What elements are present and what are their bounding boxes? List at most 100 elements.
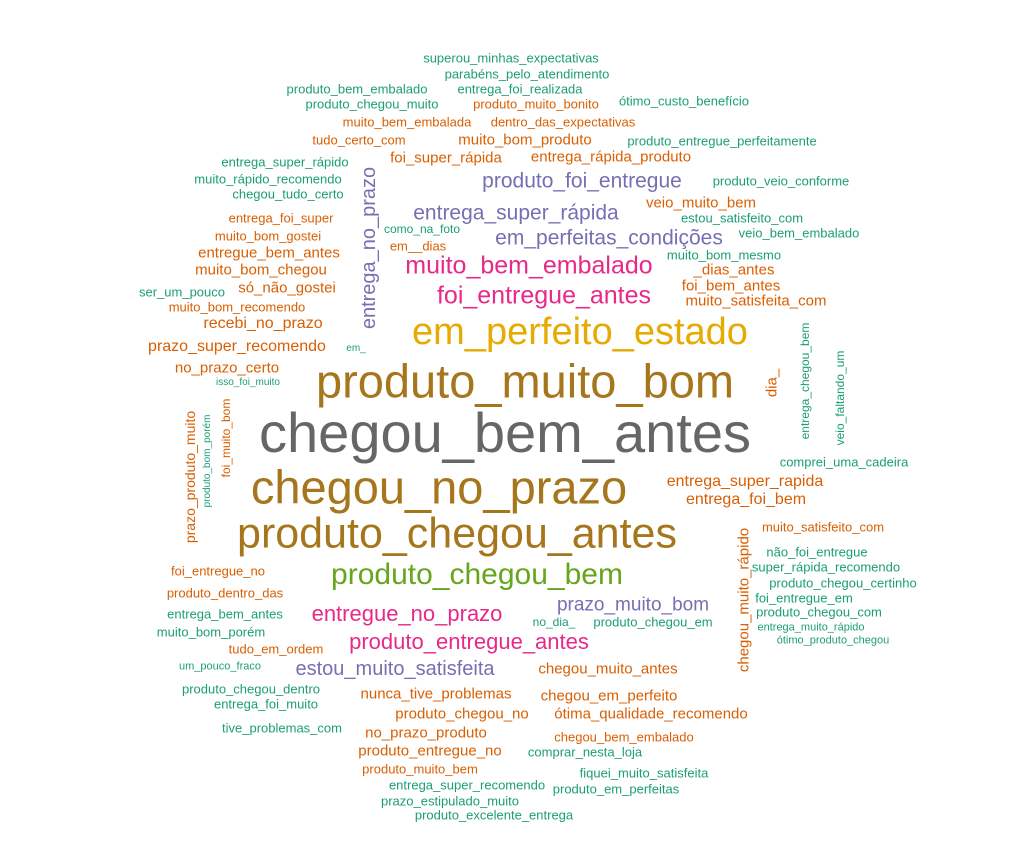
cloud-word: chegou_em_perfeito	[540, 687, 678, 705]
cloud-word: ser_um_pouco	[139, 284, 225, 300]
cloud-word: recebi_no_prazo	[203, 315, 323, 332]
cloud-word: estou_muito_satisfeita	[295, 658, 495, 680]
cloud-word: chegou_muito_antes	[538, 660, 678, 678]
cloud-word: muito_bom_porém	[156, 624, 266, 640]
cloud-word: prazo_produto_muito	[182, 410, 198, 544]
cloud-word: muito_bom_chegou	[195, 261, 327, 279]
cloud-word: no_dia_	[532, 615, 576, 629]
cloud-word: entrega_foi_super	[228, 210, 334, 226]
cloud-word: entregue_bem_antes	[198, 244, 340, 262]
cloud-word: chegou_no_prazo	[250, 460, 628, 514]
cloud-word: muito_bom_gostei	[214, 228, 322, 244]
cloud-word: foi_entregue_em	[755, 590, 853, 606]
cloud-word: entrega_rápida_produto	[530, 148, 692, 166]
cloud-word: muito_bom_recomendo	[168, 299, 306, 315]
cloud-word: produto_chegou_bem	[331, 558, 623, 591]
cloud-word: prazo_estipulado_muito	[380, 793, 520, 809]
cloud-word: entrega_foi_muito	[213, 696, 319, 712]
cloud-word: foi_entregue_no	[171, 563, 265, 579]
cloud-word: entrega_foi_realizada	[457, 81, 583, 97]
cloud-word: dia_	[763, 368, 781, 398]
cloud-word: chegou_bem_antes	[259, 401, 751, 464]
cloud-word: foi_entregue_antes	[436, 281, 652, 310]
cloud-word: produto_chegou_antes	[237, 509, 677, 558]
cloud-word: produto_chegou_certinho	[769, 575, 917, 591]
cloud-word: no_prazo_produto	[365, 724, 487, 742]
cloud-word: só_não_gostei	[238, 279, 336, 297]
cloud-word: chegou_muito_rápido	[735, 527, 753, 673]
cloud-word: ótimo_produto_chegou	[776, 634, 890, 647]
cloud-word: entrega_foi_bem	[685, 491, 807, 508]
cloud-word: chegou_tudo_certo	[232, 186, 344, 202]
cloud-word: entrega_super_recomendo	[388, 777, 546, 793]
cloud-word: um_pouco_fraco	[179, 660, 261, 673]
cloud-word: como_na_foto	[383, 222, 461, 236]
cloud-word: produto_muito_bom	[315, 354, 735, 408]
cloud-word: nunca_tive_problemas	[360, 685, 512, 703]
cloud-word: produto_chegou_com	[756, 604, 882, 620]
cloud-word: entrega_chegou_bem	[798, 322, 812, 440]
cloud-word: entrega_super_rápido	[221, 154, 349, 170]
cloud-word: tudo_em_ordem	[228, 641, 324, 657]
cloud-word: produto_chegou_muito	[305, 96, 439, 112]
cloud-word: em_perfeito_estado	[412, 311, 748, 353]
cloud-word: muito_bem_embalada	[342, 114, 472, 130]
cloud-word: foi_bem_antes	[681, 277, 781, 295]
cloud-word: ótimo_custo_benefício	[618, 93, 750, 109]
cloud-word: produto_bem_embalado	[286, 81, 428, 97]
cloud-word: entrega_muito_rápido	[757, 621, 865, 634]
cloud-word: produto_veio_conforme	[712, 173, 850, 189]
cloud-word: produto_foi_entregue	[482, 169, 682, 193]
cloud-word: produto_entregue_antes	[349, 629, 589, 654]
cloud-word: super_rápida_recomendo	[751, 559, 901, 575]
cloud-word: produto_entregue_perfeitamente	[627, 133, 817, 149]
cloud-word: produto_dentro_das	[166, 585, 284, 601]
cloud-word: muito_rápido_recomendo	[194, 171, 342, 187]
cloud-word: muito_satisfeito_com	[761, 519, 885, 535]
cloud-word: veio_muito_bem	[645, 194, 757, 212]
cloud-word: tive_problemas_com	[222, 720, 342, 736]
cloud-word: prazo_super_recomendo	[148, 338, 326, 355]
cloud-word: em__dias	[389, 238, 447, 254]
cloud-word: entrega_super_rapida	[666, 473, 824, 490]
cloud-word: prazo_muito_bom	[556, 594, 710, 616]
cloud-word: produto_entregue_no	[358, 742, 502, 760]
cloud-word: muito_satisfeita_com	[685, 292, 827, 310]
cloud-word: produto_bom_porém	[202, 414, 213, 508]
cloud-word: em_	[346, 343, 366, 354]
cloud-word: muito_bem_embalado	[405, 251, 653, 280]
cloud-word: no_prazo_certo	[174, 359, 280, 377]
cloud-word: entrega_no_prazo	[358, 166, 380, 330]
cloud-word: comprei_uma_cadeira	[779, 454, 909, 470]
cloud-word: _dias_antes	[693, 261, 775, 279]
cloud-word: veio_bem_embalado	[738, 225, 860, 241]
cloud-word: estou_satisfeito_com	[680, 210, 804, 226]
cloud-word: ótima_qualidade_recomendo	[554, 705, 748, 723]
cloud-word: produto_chegou_em	[593, 614, 713, 630]
cloud-word: entregue_no_prazo	[311, 601, 503, 626]
cloud-word: entrega_bem_antes	[167, 606, 283, 622]
cloud-word: fiquei_muito_satisfeita	[579, 765, 709, 781]
cloud-word: parabéns_pelo_atendimento	[444, 66, 610, 82]
cloud-word: muito_bom_produto	[458, 131, 592, 149]
cloud-word: produto_em_perfeitas	[552, 781, 680, 797]
cloud-word: produto_chegou_no	[395, 705, 529, 723]
cloud-word: produto_chegou_dentro	[181, 681, 321, 697]
cloud-word: isso_foi_muito	[216, 377, 280, 388]
cloud-word: não_foi_entregue	[766, 544, 868, 560]
cloud-word: veio_faltando_um	[833, 350, 847, 446]
cloud-word: produto_excelente_entrega	[414, 807, 574, 823]
cloud-word: chegou_bem_embalado	[554, 729, 694, 745]
cloud-word: foi_muito_bom	[219, 398, 233, 478]
cloud-word: produto_muito_bonito	[473, 96, 599, 112]
cloud-word: foi_super_rápida	[390, 149, 502, 167]
cloud-word: tudo_certo_com	[312, 132, 406, 148]
cloud-word: superou_minhas_expectativas	[423, 50, 599, 66]
cloud-word: muito_bom_mesmo	[666, 247, 782, 263]
cloud-word: em_perfeitas_condições	[495, 226, 723, 250]
cloud-word: entrega_super_rápida	[413, 201, 619, 225]
cloud-word: comprar_nesta_loja	[527, 744, 643, 760]
cloud-word: dentro_das_expectativas	[490, 114, 636, 130]
cloud-word: produto_muito_bem	[362, 761, 478, 777]
